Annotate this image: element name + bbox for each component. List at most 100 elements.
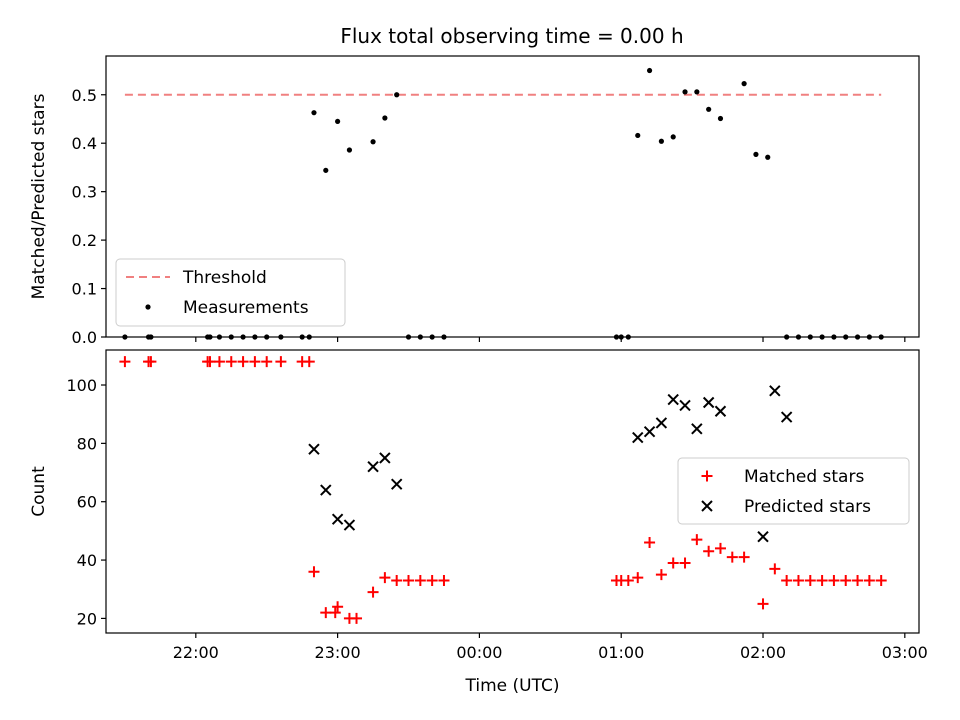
matched-point [679,557,691,569]
matched-point [225,356,237,368]
matched-point [816,574,828,586]
legend-box [677,457,910,525]
y-tick-label: 0.5 [72,86,97,105]
matched-point [332,601,344,613]
matched-point [691,534,703,546]
x-tick-label: 01:00 [598,643,644,662]
matched-point [119,356,131,368]
axes-frame [105,55,920,338]
matched-point [145,356,157,368]
matched-point [863,574,875,586]
legend-label: Threshold [182,268,267,288]
measurement-point [682,89,688,95]
panel-flux-ratio: 0.0 0.1 0.2 0.3 0.4 0.5 Matched/Predicted star… [29,55,920,347]
matched-point [738,551,750,563]
predicted-point [308,443,320,455]
measurement-point [323,167,329,173]
y-tick-label: 40 [77,551,97,570]
matched-point [769,563,781,575]
matched-point [403,574,415,586]
matched-point [792,574,804,586]
measurement-point [394,92,400,98]
predicted-point [714,405,727,417]
predicted-point [320,484,332,496]
predicted-point [655,417,668,429]
predicted-point [331,513,344,525]
predicted-point [679,399,691,412]
measurement-point [646,67,653,74]
predicted-point [379,452,391,464]
y-tick-label: 0.3 [72,183,97,202]
matched-point [379,572,391,584]
matched-point [804,574,816,586]
legend-predicted-swatch [701,500,713,512]
panel-counts: 20 40 60 80 100 22:00 23:00 00:00 01:00 02:00 03:0… [29,349,928,696]
matched-point [249,356,261,368]
matched-point [204,356,216,368]
legend-box [115,258,346,327]
matched-point [391,574,403,586]
y-tick-label: 20 [77,609,97,628]
predicted-point [780,411,793,423]
predicted-point [757,531,769,543]
matched-point [320,607,332,619]
predicted-point [667,393,679,406]
matched-point [757,598,769,610]
matched-point [237,356,249,368]
matched-point [426,574,438,586]
matched-point [655,569,667,581]
x-tick-label: 23:00 [315,643,361,662]
matched-point [632,572,644,584]
series-predicted-stars [308,385,793,543]
matched-point [303,356,315,368]
matched-point [875,574,887,586]
measurement-point [635,132,641,139]
matched-point [714,542,726,554]
predicted-point [632,431,644,444]
y-tick-label: 60 [77,493,97,512]
matched-point [275,356,287,368]
measurement-point [370,139,376,145]
y-tick-label: 0.0 [72,328,97,347]
axes-frame [105,349,920,634]
x-tick-label: 00:00 [456,643,502,662]
matched-point [667,557,679,569]
predicted-point [390,478,403,490]
matched-point [644,537,656,549]
x-axis-label: Time (UTC) [465,676,560,696]
legend-label: Matched stars [744,467,864,487]
x-tick-label: 03:00 [882,643,928,662]
legend: Threshold Measurements [115,258,346,327]
legend: Matched stars Predicted stars [677,457,910,525]
predicted-point [691,423,703,435]
y-tick-label: 0.4 [72,134,97,153]
measurement-point [311,110,317,116]
matched-point [726,551,738,563]
measurement-point [670,134,676,140]
measurement-point [706,106,712,112]
measurement-point [382,115,388,121]
y-axis-label: Count [29,466,49,517]
figure-title: Flux total observing time = 0.00 h [340,24,683,48]
measurement-point [753,151,759,157]
measurement-point [335,118,341,125]
y-tick-label: 0.2 [72,231,97,250]
matched-point [438,574,450,586]
predicted-point [643,425,656,438]
matched-point [329,607,341,619]
measurement-point [765,154,771,160]
y-tick-label: 80 [77,434,97,453]
legend-measurement-swatch [145,304,151,310]
series-matched-stars [119,356,887,624]
measurement-point [658,138,664,144]
matched-point [622,574,634,586]
predicted-point [702,396,715,409]
predicted-point [367,460,379,473]
matched-point [852,574,864,586]
matched-point [351,612,363,624]
y-tick-label: 100 [66,376,97,395]
matched-point [414,574,426,586]
matched-point [828,574,840,586]
